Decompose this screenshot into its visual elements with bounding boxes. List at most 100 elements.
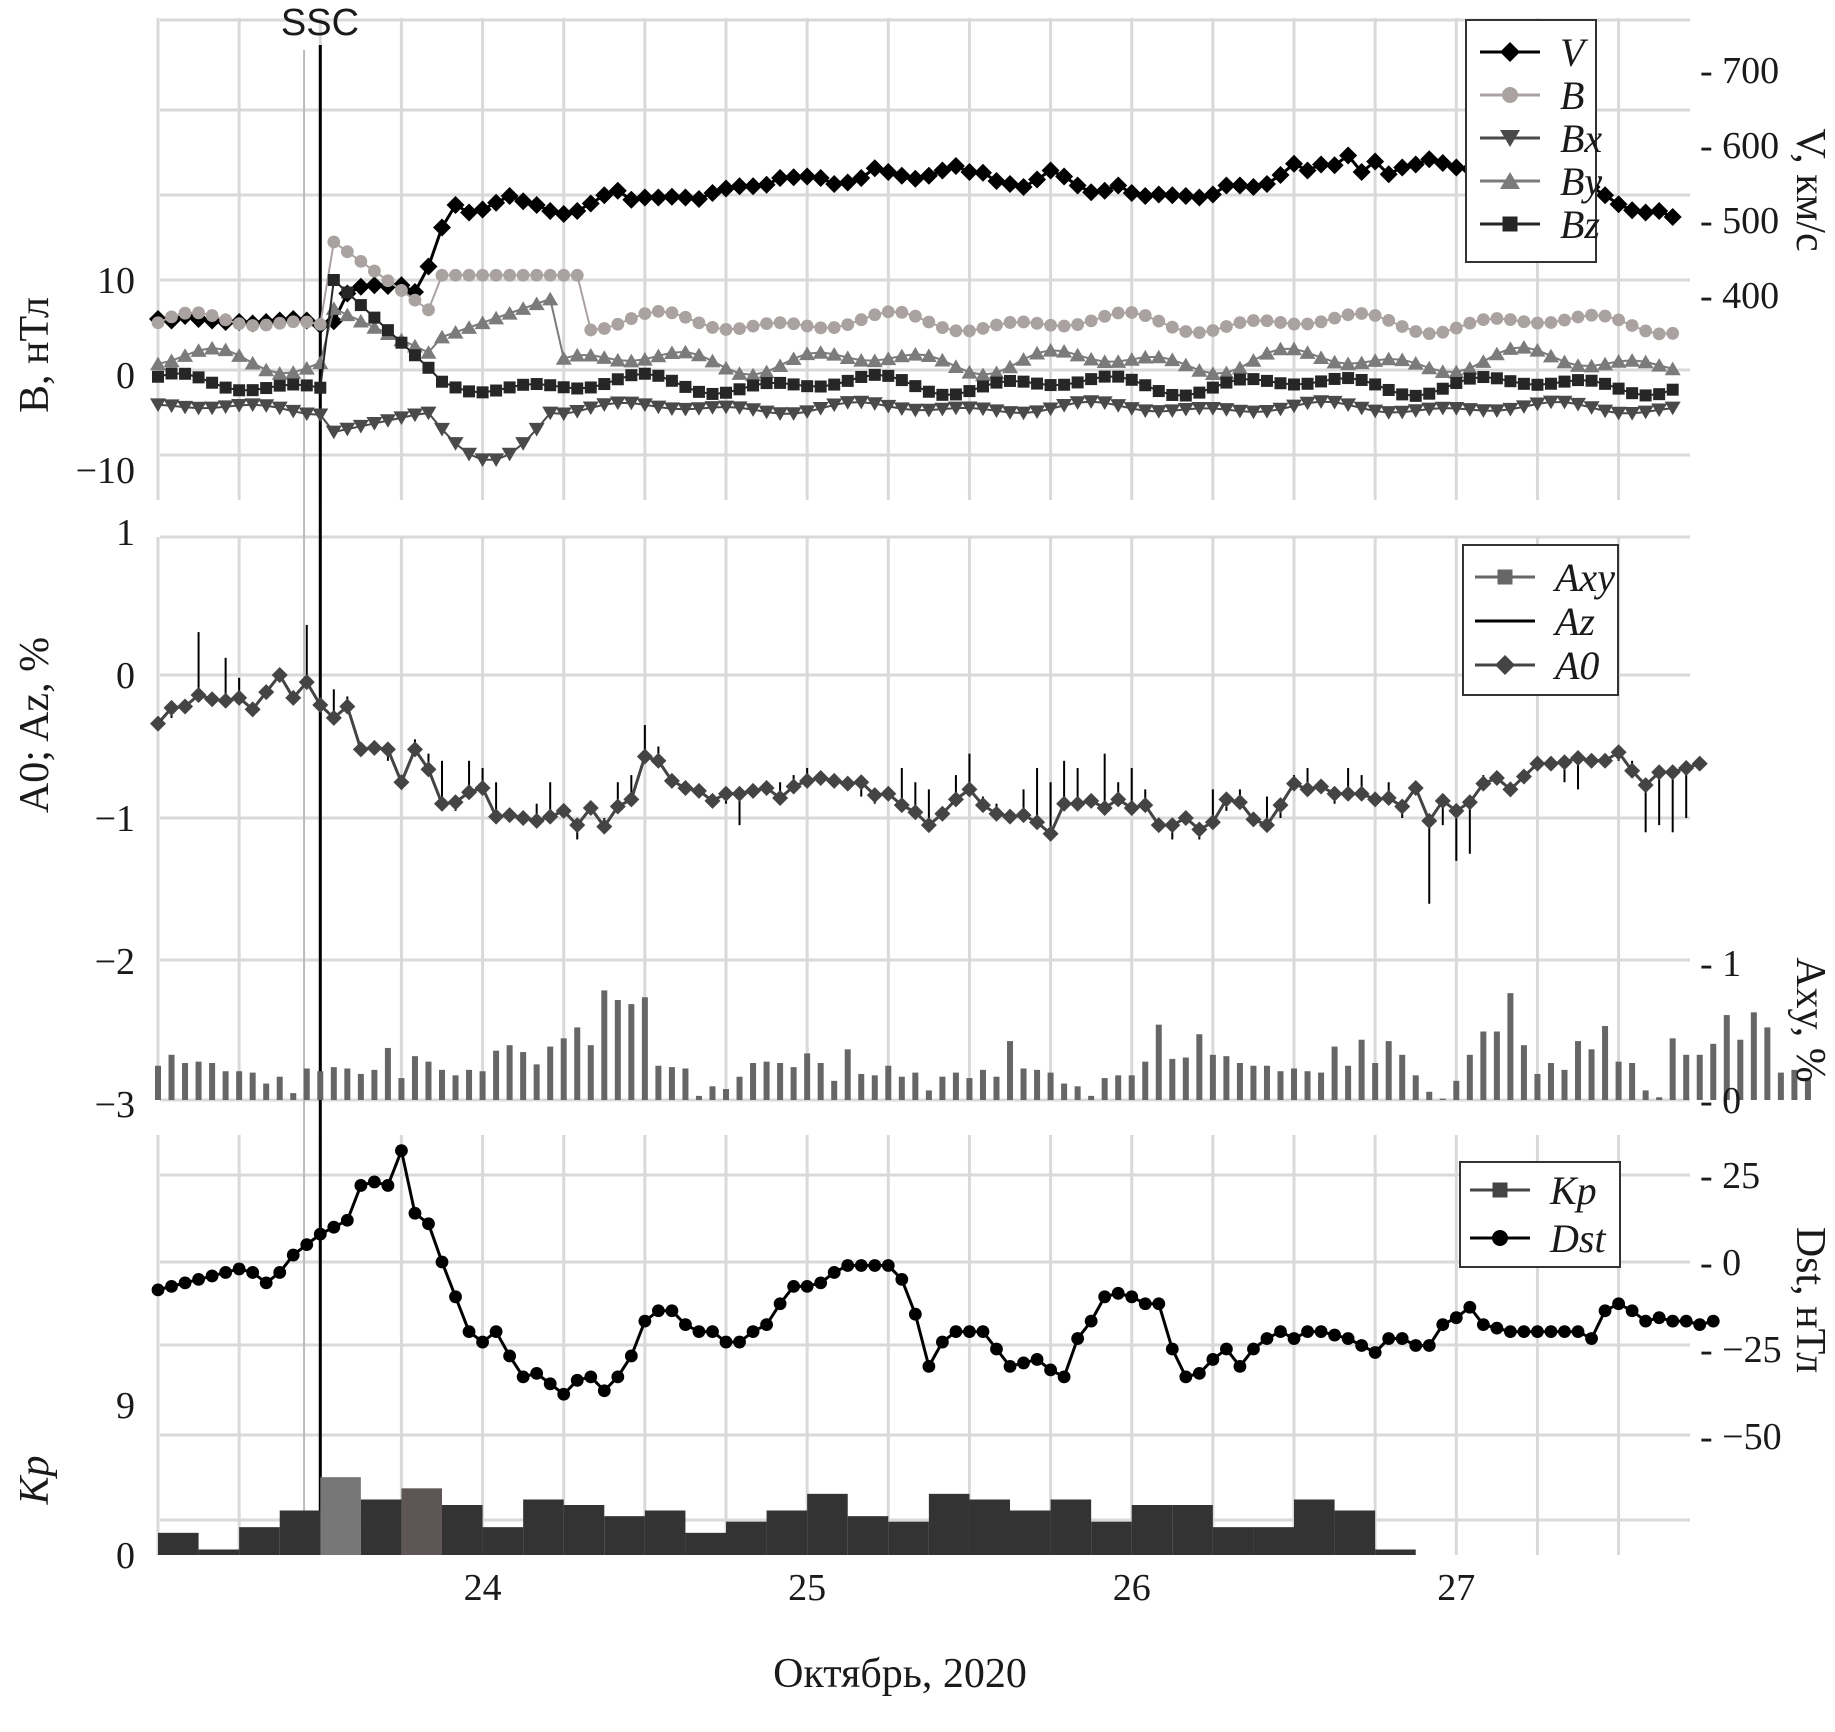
- data-point: [624, 312, 638, 325]
- data-point: [1488, 404, 1505, 418]
- data-point: [868, 1259, 882, 1272]
- legend-label: Az: [1552, 599, 1595, 644]
- data-point: [988, 365, 1005, 380]
- data-point: [1150, 817, 1167, 834]
- data-point: [1096, 799, 1113, 816]
- axy-bar: [1750, 1012, 1757, 1100]
- axy-bar: [993, 1076, 1000, 1100]
- data-point: [704, 401, 721, 415]
- data-point: [976, 380, 989, 393]
- data-point: [420, 406, 437, 421]
- data-point: [758, 779, 775, 796]
- data-point: [1366, 152, 1385, 171]
- data-point: [570, 268, 584, 282]
- data-point: [838, 173, 857, 192]
- axy-bar: [344, 1068, 351, 1100]
- data-point: [543, 1377, 557, 1391]
- data-point: [1653, 388, 1666, 401]
- data-point: [1558, 375, 1571, 388]
- data-point: [339, 698, 356, 715]
- data-point: [1203, 185, 1222, 204]
- data-point: [420, 761, 437, 778]
- data-point: [1137, 349, 1154, 364]
- data-point: [800, 319, 814, 333]
- data-point: [852, 169, 871, 187]
- data-point: [503, 381, 516, 394]
- data-point: [1150, 349, 1167, 364]
- data-point: [1233, 373, 1246, 386]
- data-point: [530, 1366, 544, 1380]
- data-point: [190, 343, 207, 357]
- data-point: [771, 169, 790, 187]
- data-point: [1339, 146, 1358, 165]
- data-point: [1396, 388, 1409, 401]
- data-point: [1177, 357, 1194, 372]
- data-point: [461, 784, 478, 801]
- data-point: [1069, 795, 1086, 812]
- data-point: [1015, 352, 1032, 366]
- axy-bar: [1236, 1063, 1243, 1100]
- data-point: [1257, 175, 1276, 193]
- data-point: [596, 818, 613, 835]
- data-point: [541, 202, 560, 220]
- data-point: [1422, 1339, 1436, 1352]
- data-point: [1057, 319, 1071, 333]
- data-point: [1123, 352, 1140, 366]
- x-tick-label: 27: [1437, 1567, 1475, 1609]
- data-point: [408, 349, 421, 362]
- data-point: [300, 315, 314, 329]
- data-point: [474, 779, 491, 796]
- data-point: [1110, 399, 1127, 413]
- data-point: [1313, 395, 1330, 409]
- data-point: [1368, 309, 1382, 322]
- data-point: [1664, 764, 1681, 781]
- data-point: [1612, 382, 1625, 395]
- data-point: [1029, 814, 1046, 831]
- data-point: [922, 385, 935, 398]
- axy-bar: [1764, 1027, 1771, 1100]
- data-point: [826, 398, 843, 413]
- data-point: [1301, 317, 1314, 331]
- data-point: [217, 400, 234, 415]
- data-point: [1637, 777, 1654, 794]
- data-point: [623, 791, 640, 808]
- data-point: [1502, 402, 1519, 417]
- data-point: [1164, 817, 1181, 834]
- data-point: [1447, 158, 1466, 177]
- data-point: [1463, 1300, 1477, 1314]
- data-point: [462, 1325, 476, 1338]
- data-point: [1001, 175, 1020, 193]
- kp-bar: [1172, 1505, 1213, 1555]
- data-point: [217, 342, 234, 357]
- data-point: [772, 358, 789, 372]
- data-point: [1492, 1230, 1508, 1246]
- data-point: [609, 798, 626, 815]
- kp-bar: [239, 1527, 280, 1555]
- data-point: [489, 268, 503, 282]
- tick-label: - 0: [1700, 1242, 1741, 1284]
- data-point: [150, 356, 166, 371]
- tick-label: −3: [95, 1084, 135, 1126]
- data-point: [1650, 202, 1669, 220]
- data-point: [854, 1259, 868, 1272]
- tick-label: 10: [97, 260, 135, 302]
- data-point: [503, 1349, 517, 1363]
- data-point: [1504, 313, 1517, 327]
- data-point: [987, 172, 1006, 190]
- data-point: [949, 388, 962, 401]
- data-point: [1044, 379, 1057, 392]
- axy-bar: [898, 1076, 905, 1100]
- data-point: [1028, 170, 1047, 189]
- data-point: [650, 348, 667, 363]
- axy-bar: [1263, 1065, 1270, 1100]
- bottom-right-axis-label: Dst, нТл: [1787, 1227, 1833, 1373]
- data-point: [233, 384, 246, 397]
- data-point: [1434, 792, 1451, 809]
- data-point: [366, 320, 383, 334]
- data-point: [611, 1370, 625, 1384]
- data-point: [760, 1318, 773, 1332]
- data-point: [638, 1314, 652, 1328]
- data-point: [881, 1259, 895, 1272]
- data-point: [246, 319, 260, 332]
